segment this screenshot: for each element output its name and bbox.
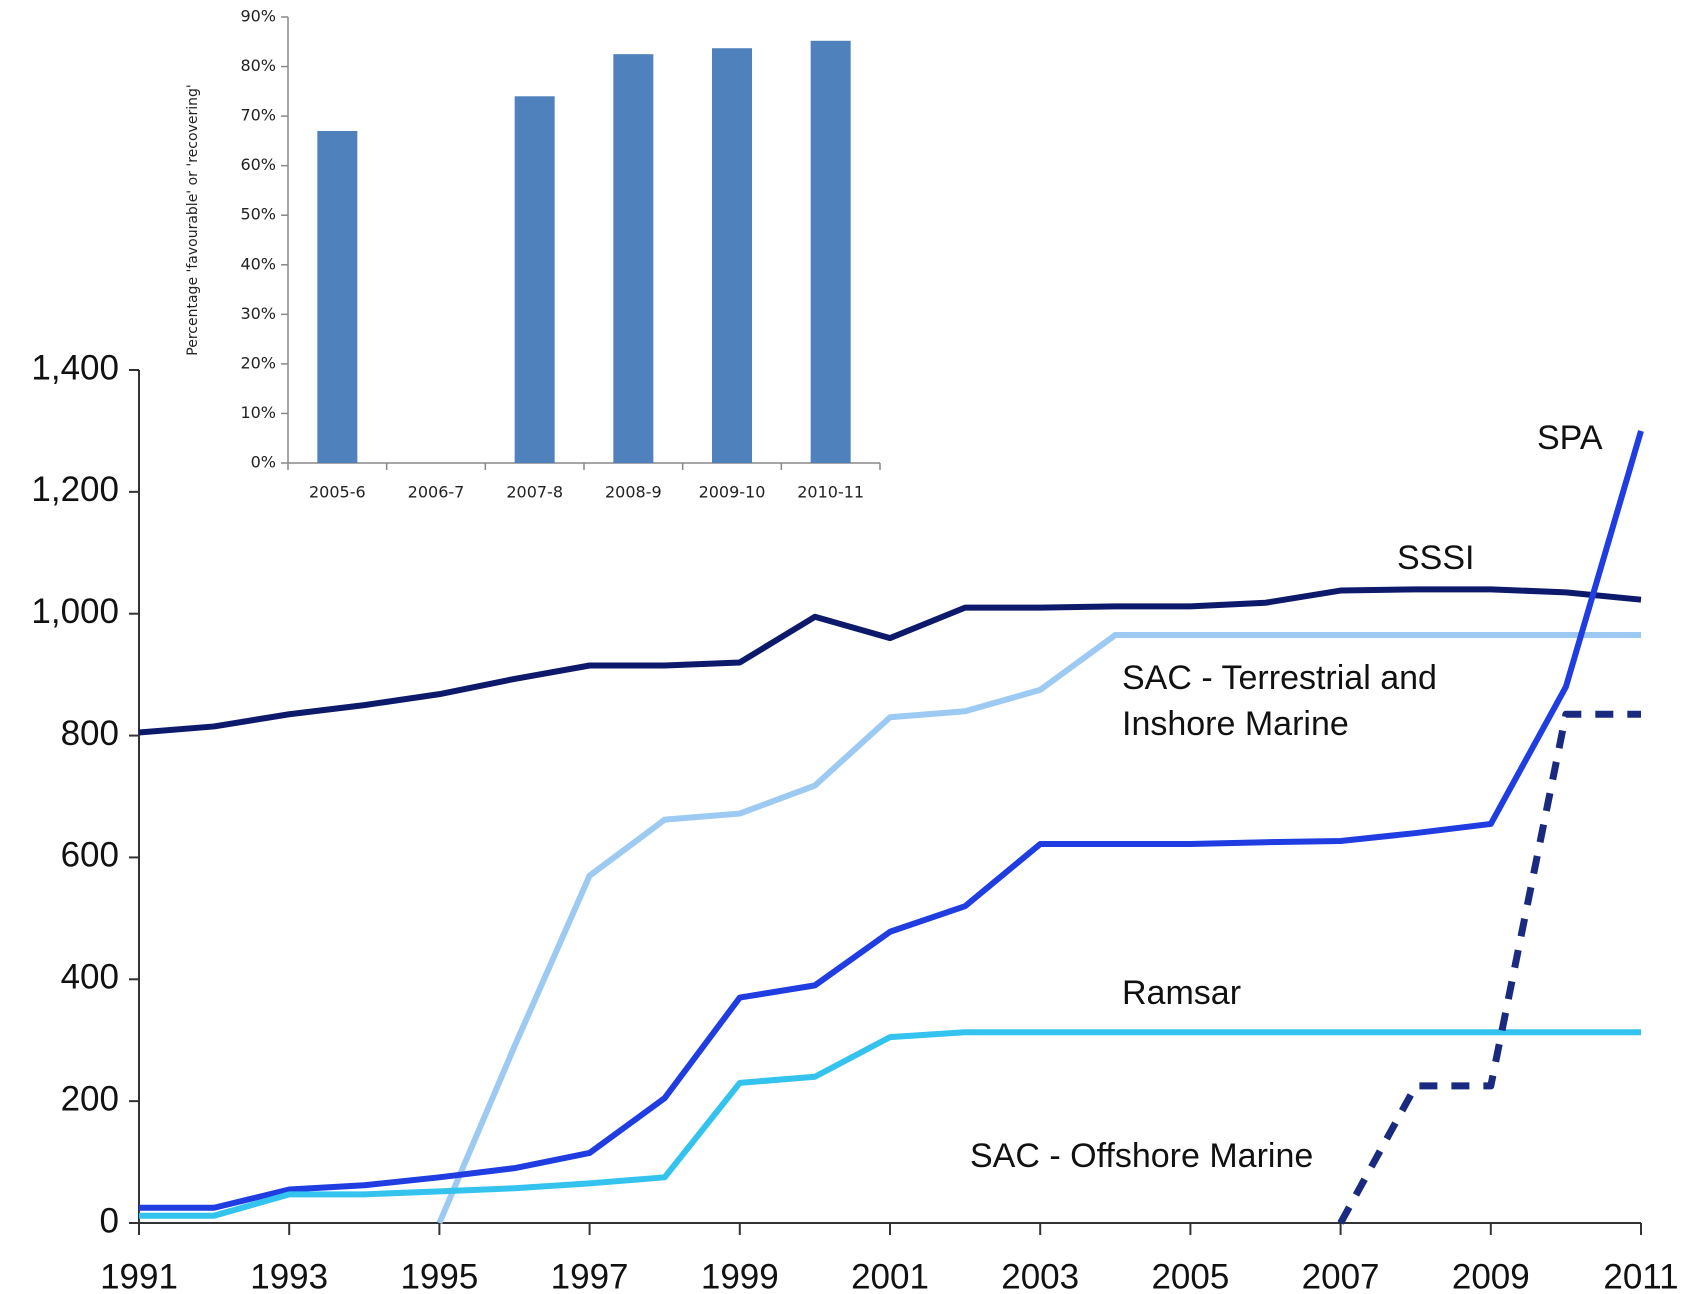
y-tick-label: 10% (240, 403, 276, 422)
y-tick-label: 400 (61, 958, 119, 997)
y-tick-label: 90% (240, 7, 276, 26)
x-tick-label: 1999 (701, 1257, 779, 1294)
y-tick-label: 0 (100, 1201, 119, 1240)
y-tick-label: 800 (61, 714, 119, 753)
y-tick-label: 600 (61, 836, 119, 875)
y-tick-label: 50% (240, 205, 276, 224)
y-tick-label: 60% (240, 155, 276, 174)
x-tick-label: 2009 (1452, 1257, 1530, 1294)
y-tick-label: 20% (240, 353, 276, 372)
y-tick-label: 80% (240, 56, 276, 75)
bar (613, 54, 654, 464)
y-tick-label: 40% (240, 254, 276, 273)
bar (712, 48, 752, 463)
series-label: SSSI (1397, 539, 1475, 577)
bar (810, 40, 851, 463)
y-tick-label: 30% (240, 304, 276, 323)
series-label: Ramsar (1122, 974, 1242, 1012)
series-line (139, 430, 1644, 1211)
y-tick-label: 1,000 (31, 592, 119, 631)
bar (317, 130, 358, 463)
x-tick-label: 2010-11 (797, 483, 864, 502)
series-label: SAC - Terrestrial and Inshore Marine (1122, 659, 1437, 743)
series-line (138, 586, 1642, 736)
bar (514, 96, 555, 464)
x-tick-label: 2003 (1001, 1257, 1079, 1294)
series-line (1337, 710, 1641, 1225)
y-tick-label: 70% (240, 106, 276, 125)
x-tick-label: 2008-9 (605, 483, 662, 502)
y-tick-label: 0% (251, 453, 276, 472)
y-axis-label: Percentage 'favourable' or 'recovering' (185, 84, 201, 355)
y-tick-label: 1,200 (31, 470, 119, 509)
x-tick-label: 2006-7 (408, 483, 465, 502)
x-tick-label: 2001 (851, 1257, 929, 1294)
y-tick-label: 200 (61, 1079, 119, 1118)
x-tick-label: 1997 (551, 1257, 629, 1294)
x-tick-label: 1991 (100, 1257, 178, 1294)
x-tick-label: 1995 (400, 1257, 478, 1294)
series-label: SAC - Offshore Marine (970, 1137, 1314, 1175)
y-tick-label: 1,400 (31, 348, 119, 387)
x-tick-label: 2007 (1302, 1257, 1380, 1294)
series-line (436, 632, 1641, 1225)
x-tick-label: 2009-10 (699, 483, 766, 502)
x-tick-label: 2005-6 (309, 483, 366, 502)
x-tick-label: 2007-8 (506, 483, 563, 502)
x-tick-label: 2011 (1603, 1257, 1678, 1294)
x-tick-label: 2005 (1151, 1257, 1229, 1294)
series-line (139, 1029, 1641, 1219)
x-tick-label: 1993 (250, 1257, 328, 1294)
series-label: SPA (1537, 419, 1603, 457)
